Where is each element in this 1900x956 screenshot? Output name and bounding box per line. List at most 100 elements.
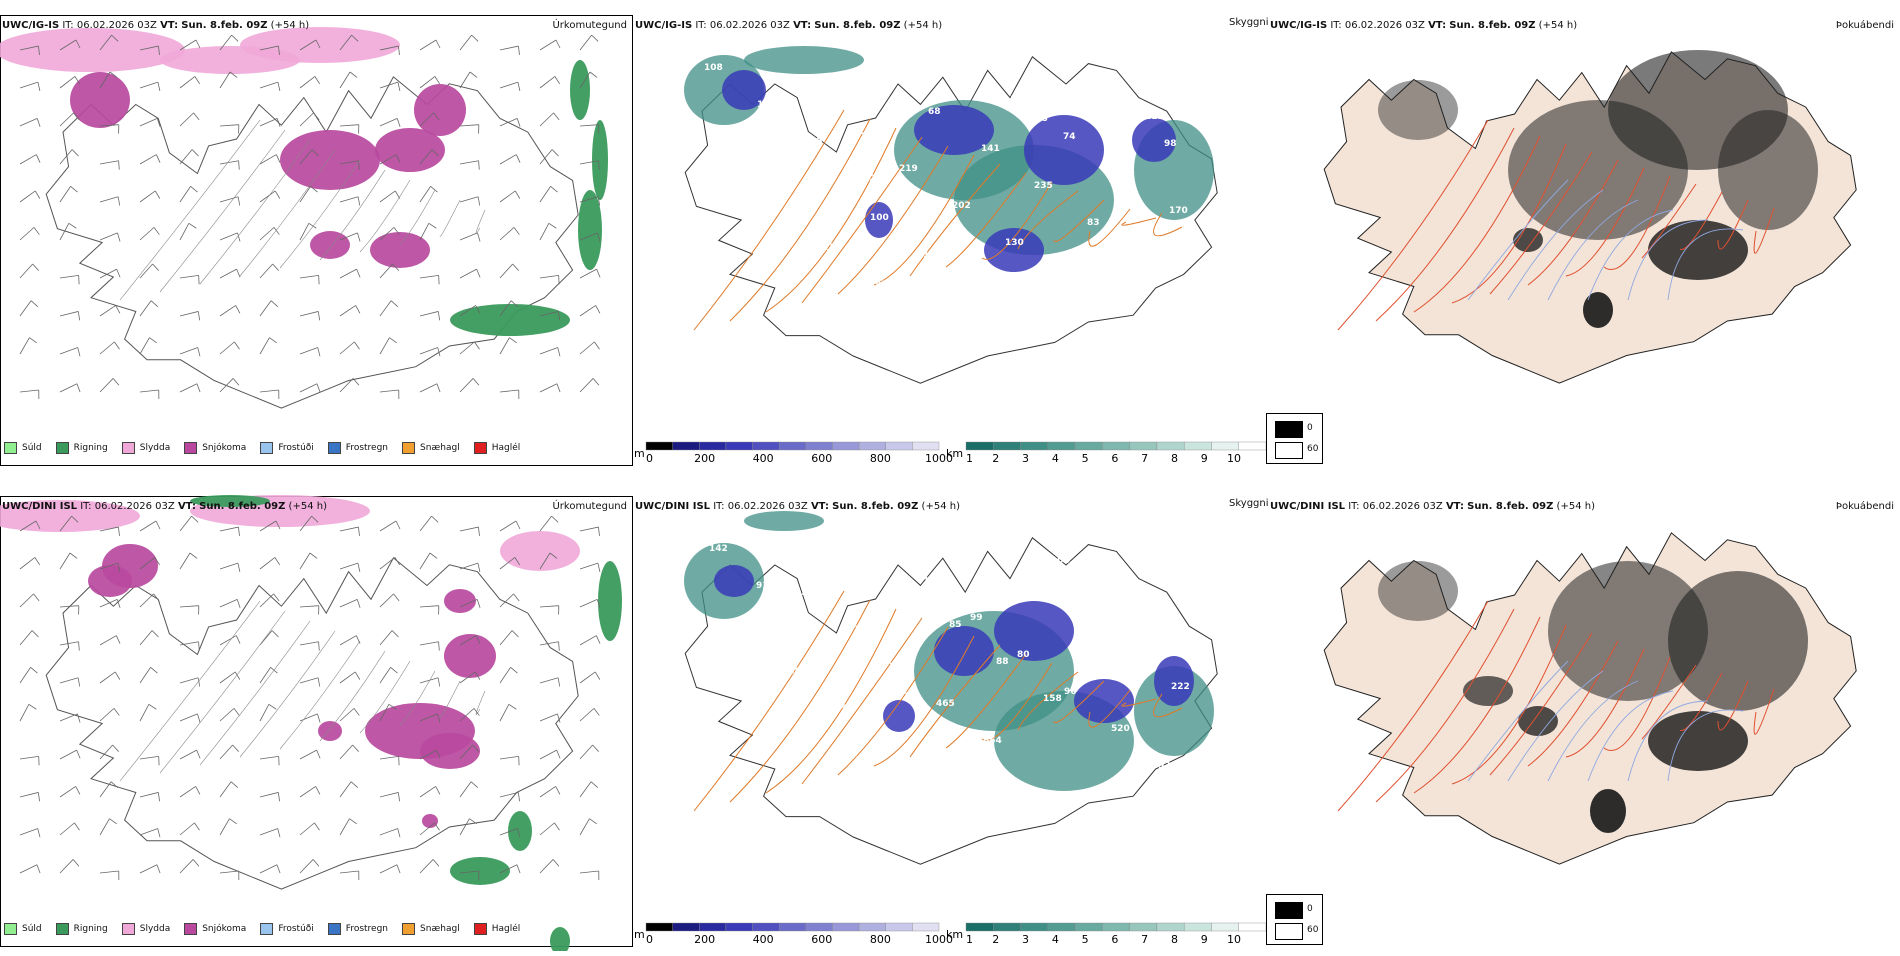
model-name: UWC/IG-IS	[635, 20, 693, 31]
wind-barb	[579, 341, 600, 355]
wind-barb	[459, 232, 481, 242]
precip-map[interactable]	[0, 0, 633, 470]
ceiling-label: 80	[1017, 650, 1030, 660]
road-line	[1717, 680, 1749, 731]
wind-barb	[259, 190, 281, 203]
fog-index-map[interactable]	[1268, 0, 1900, 470]
wind-barb	[419, 677, 441, 687]
wind-barb	[139, 300, 159, 317]
fog-index-map[interactable]	[1268, 481, 1900, 951]
road-line	[1337, 119, 1489, 331]
wind-barb	[579, 378, 600, 393]
low-ceiling-area	[994, 601, 1074, 661]
river-line	[1587, 209, 1674, 301]
wind-barb	[339, 870, 360, 880]
wind-barb	[579, 870, 600, 880]
fog-legend-low-swatch	[1275, 442, 1303, 459]
wind-barb	[99, 34, 119, 51]
model-name: UWC/DINI ISL	[2, 501, 78, 512]
ceiling-label: 95	[795, 588, 808, 598]
wind-barb	[99, 744, 119, 760]
road-line	[1088, 689, 1131, 728]
road-line	[1641, 183, 1697, 259]
road-line	[1017, 671, 1079, 731]
road-line	[1121, 217, 1157, 226]
road-line	[693, 109, 845, 331]
wind-barb	[539, 76, 561, 89]
wind-barb	[139, 117, 161, 127]
wind-barb	[419, 347, 441, 357]
road-line	[1489, 632, 1593, 776]
road-line	[1527, 159, 1619, 286]
road-line	[1017, 190, 1079, 250]
wind-barb	[179, 822, 200, 836]
ceiling-label: 109	[923, 576, 942, 586]
low-ceiling-area	[1074, 679, 1134, 723]
wind-barb	[19, 263, 39, 279]
sleet-area	[240, 27, 400, 63]
vt-label: VT:	[1428, 20, 1447, 31]
wind-barb	[179, 112, 200, 127]
visibility-label: Skyggni	[1229, 498, 1269, 509]
road-line	[729, 599, 871, 803]
road-line	[981, 181, 1053, 260]
wind-barb	[259, 389, 280, 399]
wind-barb	[219, 341, 240, 355]
vt-label: VT:	[810, 501, 829, 512]
wind-barb	[99, 124, 120, 134]
legend-swatch	[55, 923, 69, 935]
wind-barb	[59, 749, 81, 760]
wind-barb	[99, 232, 121, 242]
vt-value: Sun. 8.feb. 09Z	[1467, 501, 1554, 512]
wind-barb	[139, 828, 161, 838]
river-line	[1467, 179, 1569, 301]
ceiling-label: 207	[1145, 630, 1164, 640]
ceiling-label: 74	[1063, 132, 1076, 142]
ceiling-label: 167	[976, 287, 995, 297]
wind-barb	[339, 781, 359, 798]
low-ceiling-area	[883, 700, 915, 732]
wind-barb	[419, 149, 439, 165]
wind-barb	[299, 749, 321, 760]
wind-barb	[219, 71, 238, 89]
vt-label: VT:	[177, 501, 196, 512]
wind-barb	[179, 515, 199, 532]
ceiling-label: 141	[981, 144, 1000, 154]
wind-barb	[299, 713, 321, 723]
wind-barb	[59, 112, 80, 127]
wind-barb	[499, 227, 520, 241]
ceiling-visibility-map[interactable]: 108 158 65 223 84 44 30 115 91 89 69 133 104 74 169 170…	[634, 0, 1268, 470]
snow-area	[414, 84, 466, 136]
wind-barb	[59, 786, 81, 798]
model-name: UWC/DINI ISL	[1270, 501, 1346, 512]
ceiling-label: 91	[798, 149, 811, 159]
road-line	[119, 119, 261, 301]
ceiling-label: 235	[1034, 181, 1053, 191]
road-line	[873, 635, 975, 767]
wind-barb	[99, 818, 117, 836]
wind-barb	[379, 704, 397, 722]
wind-barb	[539, 186, 558, 203]
legend-swatch	[184, 442, 198, 454]
it-label: IT:	[62, 20, 74, 31]
low-visibility-area	[744, 46, 864, 74]
wind-barb	[259, 755, 280, 766]
rain-area	[578, 190, 602, 270]
river-line	[1507, 670, 1604, 782]
river-line	[1667, 709, 1744, 782]
snow-area	[318, 721, 342, 741]
precip-map[interactable]	[0, 481, 633, 951]
wind-barb	[539, 552, 558, 570]
vt-value: Sun. 8.feb. 09Z	[199, 501, 286, 512]
wind-barb	[499, 190, 521, 203]
road-line	[981, 662, 1053, 741]
wind-barb	[539, 515, 559, 532]
wind-barb	[179, 749, 201, 760]
fog-legend-high: 0	[1307, 423, 1313, 433]
ceiling-visibility-map[interactable]: 142 91 56 96 97 88 104 67 207 255 105 82 109 99 80 96 52…	[634, 481, 1268, 951]
rain-area	[592, 120, 608, 200]
road-line	[359, 179, 411, 253]
road-line	[1603, 656, 1671, 751]
wind-barb	[219, 268, 241, 279]
snow-area	[375, 128, 445, 172]
